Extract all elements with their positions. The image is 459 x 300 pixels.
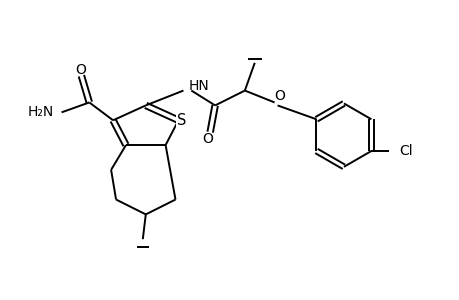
Text: HN: HN (188, 79, 209, 93)
Text: O: O (202, 132, 212, 146)
Text: S: S (176, 113, 186, 128)
Text: O: O (75, 63, 86, 77)
Text: H₂N: H₂N (28, 105, 54, 119)
Text: Cl: Cl (398, 144, 412, 158)
Text: O: O (274, 88, 285, 103)
